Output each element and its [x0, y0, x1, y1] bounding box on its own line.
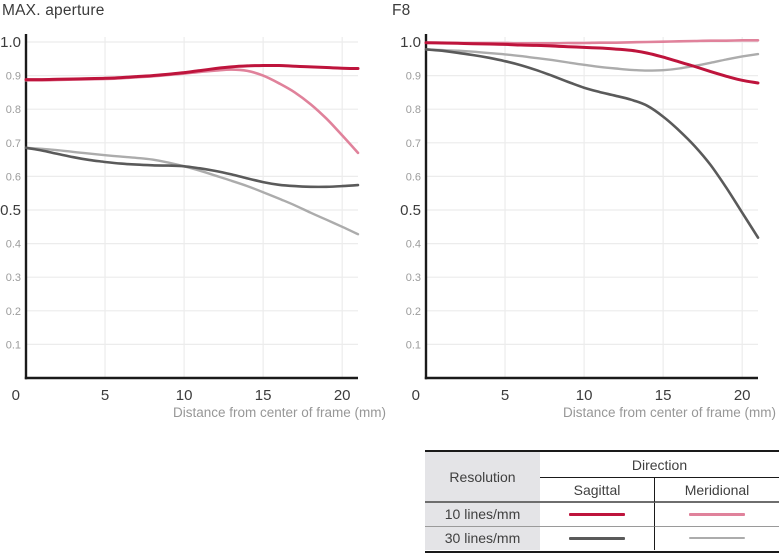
svg-text:0.7: 0.7 — [406, 138, 421, 150]
svg-text:0.1: 0.1 — [406, 339, 421, 351]
legend-row-30lines-label: 30 lines/mm — [425, 526, 540, 550]
legend-cell-30-sagittal — [540, 527, 654, 551]
legend-resolution-header: Resolution — [425, 452, 540, 503]
chart-title-max-aperture: MAX. aperture — [2, 2, 105, 19]
legend-table: Resolution Direction Sagittal Meridional… — [425, 450, 779, 553]
svg-text:0.2: 0.2 — [406, 306, 421, 318]
svg-text:0.9: 0.9 — [6, 71, 21, 83]
line-swatch-30-meridional — [689, 537, 745, 540]
svg-text:0: 0 — [412, 387, 420, 404]
svg-text:20: 20 — [734, 387, 751, 404]
legend-row-10lines-label: 10 lines/mm — [425, 503, 540, 527]
svg-text:1.0: 1.0 — [400, 34, 421, 51]
svg-text:5: 5 — [101, 387, 109, 404]
legend-cell-30-meridional — [654, 526, 779, 550]
x-axis-title-max-aperture: Distance from center of frame (mm) — [172, 405, 386, 420]
svg-text:0.3: 0.3 — [406, 272, 421, 284]
svg-text:0.3: 0.3 — [6, 272, 21, 284]
svg-text:0.8: 0.8 — [6, 104, 21, 116]
line-swatch-10-sagittal — [569, 512, 625, 516]
svg-text:0.5: 0.5 — [0, 202, 21, 219]
svg-text:0.4: 0.4 — [6, 239, 21, 251]
svg-text:15: 15 — [655, 387, 672, 404]
svg-text:0.7: 0.7 — [6, 138, 21, 150]
svg-text:10: 10 — [176, 387, 193, 404]
svg-text:0.8: 0.8 — [406, 104, 421, 116]
legend-direction-header: Direction — [540, 452, 779, 478]
svg-text:0.6: 0.6 — [406, 171, 421, 183]
legend-cell-10-meridional — [654, 503, 779, 527]
svg-text:0.5: 0.5 — [400, 202, 421, 219]
mtf-plot-max-aperture: 1.0 0.5 0.9 0.8 0.7 0.6 0.4 0.3 0.2 0.1 0 5 10 15 20 — [0, 34, 360, 404]
svg-text:1.0: 1.0 — [0, 34, 21, 51]
svg-text:20: 20 — [334, 387, 351, 404]
svg-text:0.4: 0.4 — [406, 239, 421, 251]
chart-f8: 1.0 0.5 0.9 0.8 0.7 0.6 0.4 0.3 0.2 0.1 0 5 10 15 20 F… — [390, 0, 780, 430]
line-swatch-10-meridional — [689, 513, 745, 516]
chart-max-aperture: 1.0 0.5 0.9 0.8 0.7 0.6 0.4 0.3 0.2 0.1 0 5 10 15 20 M… — [0, 0, 390, 430]
x-axis-title-f8: Distance from center of frame (mm) — [562, 405, 776, 420]
legend-column-sagittal: Sagittal — [540, 478, 654, 503]
legend-column-meridional: Meridional — [654, 478, 779, 503]
svg-text:0.2: 0.2 — [6, 306, 21, 318]
line-swatch-30-sagittal — [569, 537, 625, 540]
svg-text:5: 5 — [501, 387, 509, 404]
svg-text:0.6: 0.6 — [6, 171, 21, 183]
svg-text:0: 0 — [12, 387, 20, 404]
svg-text:0.9: 0.9 — [406, 71, 421, 83]
legend-cell-10-sagittal — [540, 503, 654, 527]
svg-text:10: 10 — [576, 387, 593, 404]
svg-text:0.1: 0.1 — [6, 339, 21, 351]
chart-title-f8: F8 — [392, 2, 411, 19]
svg-text:15: 15 — [255, 387, 272, 404]
mtf-plot-f8: 1.0 0.5 0.9 0.8 0.7 0.6 0.4 0.3 0.2 0.1 0 5 10 15 20 — [400, 34, 760, 404]
